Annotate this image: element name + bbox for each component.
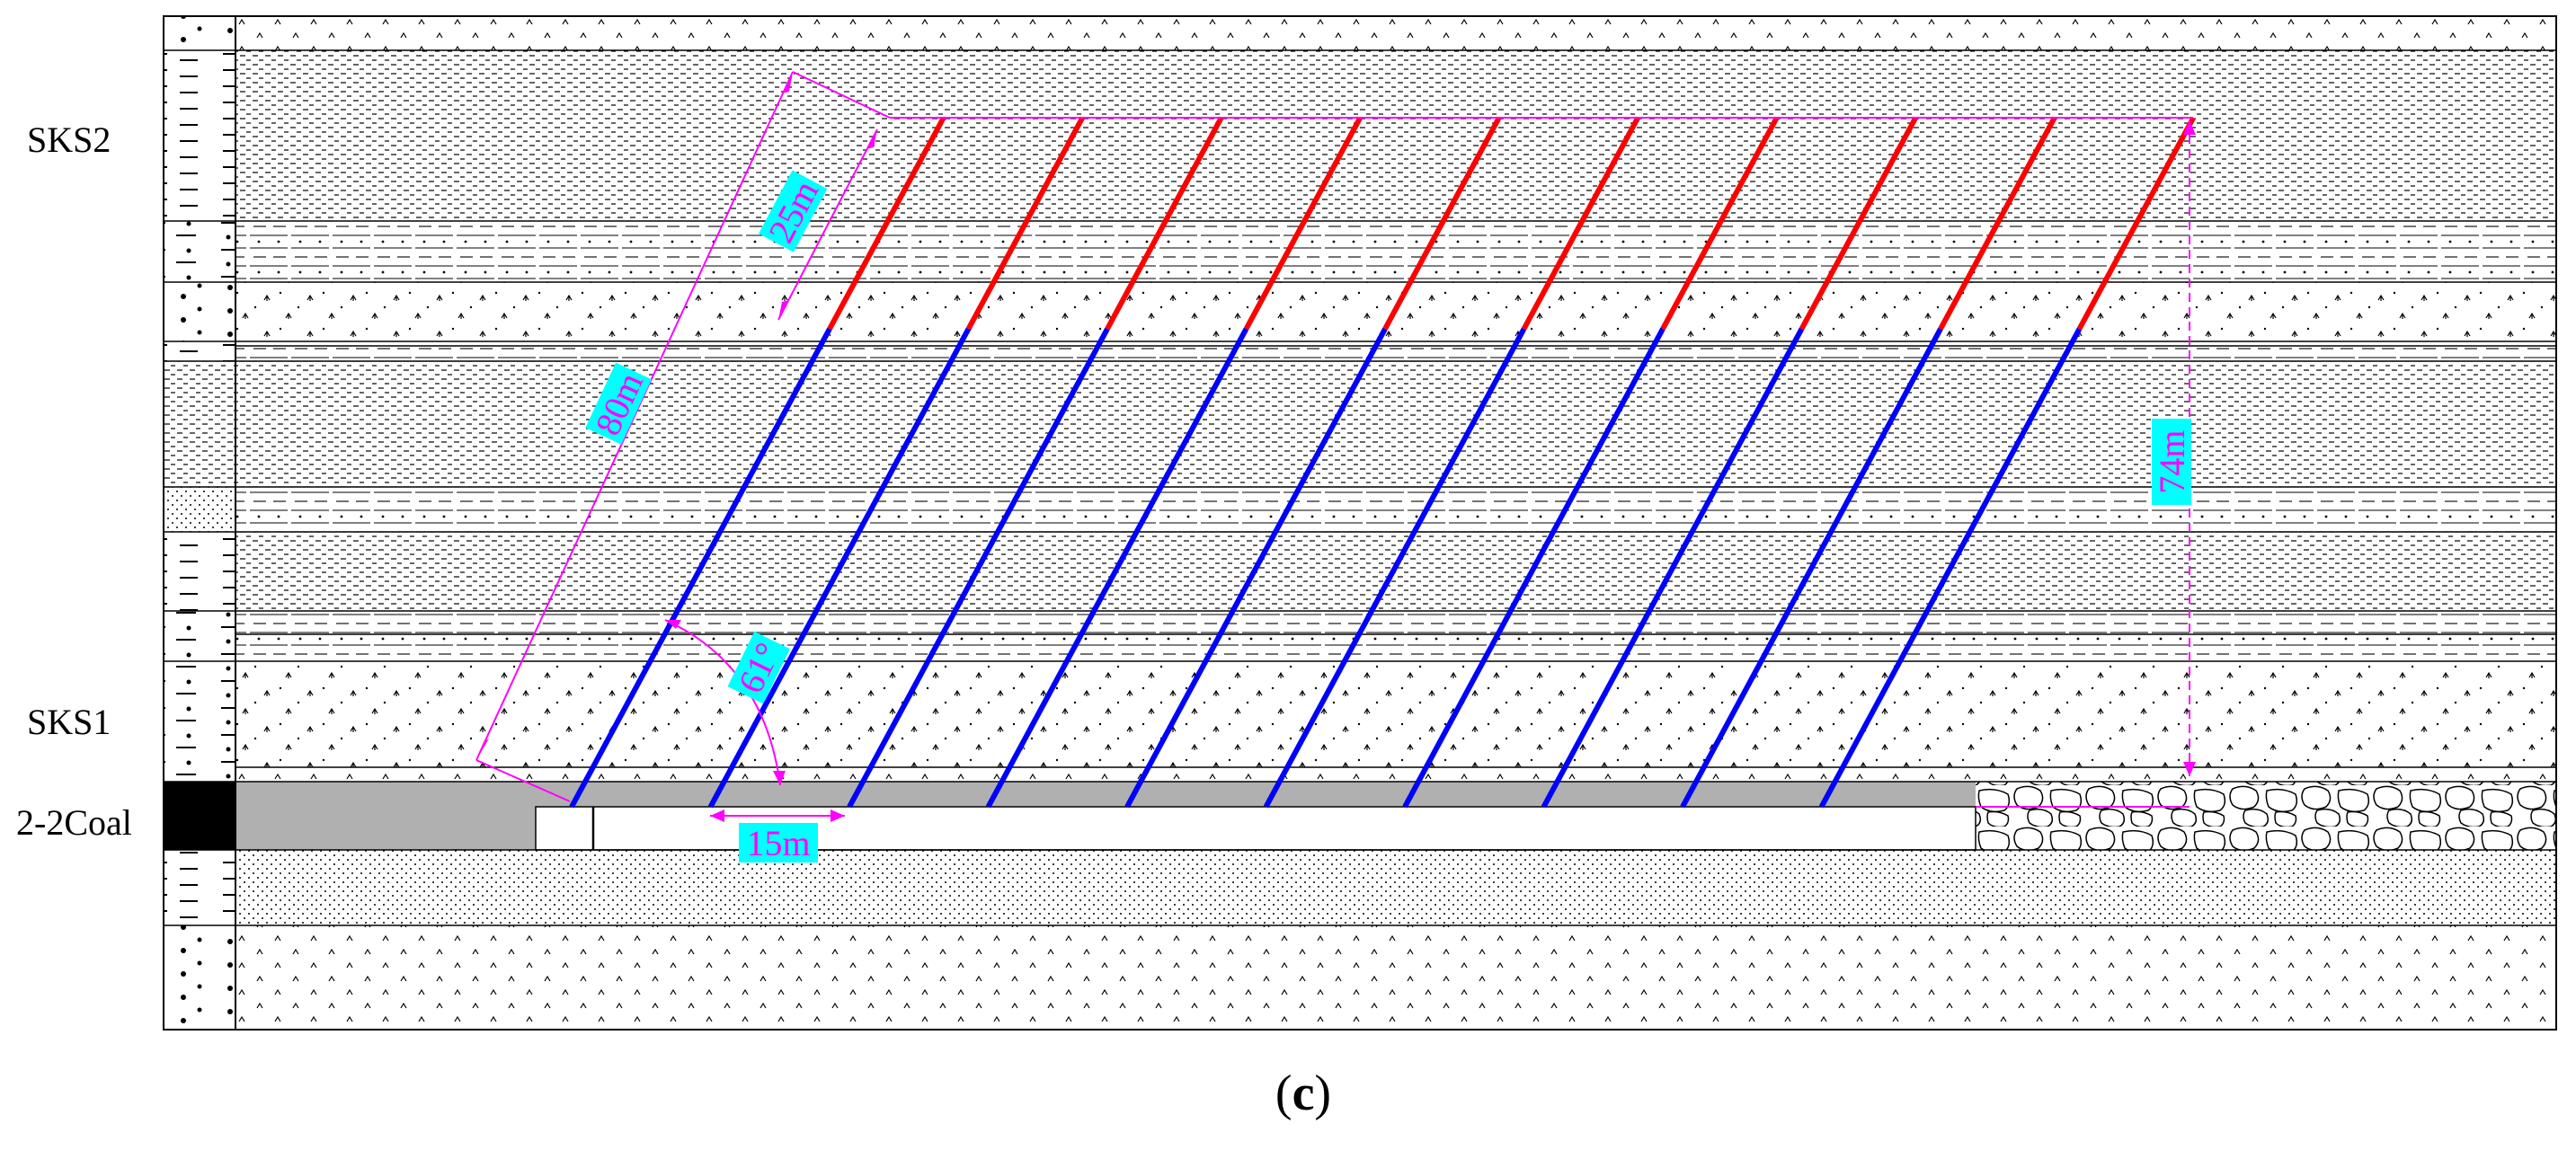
stratum-siltstone-thin (235, 341, 2556, 361)
borehole-1-lower-section (569, 327, 832, 809)
stratum-floor-sand (235, 925, 2556, 1030)
figure-caption: (c) (1213, 1065, 1393, 1122)
stratigraphic-column (164, 16, 235, 1030)
borehole-8-lower-section (1541, 327, 1805, 809)
borehole-8-upper-section (1799, 116, 1918, 331)
borehole-2-upper-section (965, 116, 1085, 331)
stratum-sandstone-lower (235, 661, 2556, 767)
borehole-7-lower-section (1402, 327, 1666, 809)
borehole-5-lower-section (1124, 327, 1388, 809)
stratum-label-sks1: SKS1 (27, 702, 111, 742)
spacing-label: 15m (746, 823, 810, 863)
coal-column (164, 782, 235, 850)
length-ext-top (792, 71, 891, 119)
borehole-6-lower-section (1263, 327, 1527, 809)
length-ext-bottom (475, 759, 571, 802)
section-frame (163, 15, 2557, 1031)
dimension-arrows (476, 72, 2196, 822)
borehole-3-lower-section (847, 327, 1110, 809)
caption-open: ( (1275, 1066, 1292, 1121)
caption-close: ) (1314, 1066, 1332, 1121)
borehole-2-lower-section (707, 327, 972, 809)
stratum-floor-fine (235, 850, 2556, 925)
stratum-mudstone-upper (235, 50, 2556, 221)
boreholes (569, 116, 2196, 809)
stratum-siltstone-upper (235, 221, 2556, 282)
borehole-10-lower-section (1818, 327, 2083, 809)
borehole-4-upper-section (1243, 116, 1363, 331)
stratum-label-sks2: SKS2 (27, 119, 111, 160)
borehole-9-lower-section (1680, 327, 1943, 809)
borehole-5-upper-section (1382, 116, 1502, 331)
borehole-4-lower-section (985, 327, 1249, 809)
borehole-6-upper-section (1521, 116, 1640, 331)
red-dim-line (777, 128, 878, 321)
stratum-label-coal: 2-2Coal (16, 802, 132, 843)
stratum-mudstone-middle (235, 361, 2556, 487)
borehole-9-upper-section (1938, 116, 2057, 331)
borehole-10-upper-section (2076, 116, 2196, 331)
gob-caved-zone (1976, 782, 2556, 850)
vertical-height-label: 74m (2152, 429, 2192, 493)
stratum-surface-sand (235, 16, 2556, 50)
stratum-sandstone-base (235, 767, 2556, 782)
borehole-1-upper-section (827, 116, 946, 331)
stratum-sandy-mud (235, 611, 2556, 661)
strata-layers (235, 16, 2556, 1030)
dimension-labels: 80m 25m 74m 15m 61° (585, 170, 2192, 863)
layer-boundaries (235, 49, 2556, 926)
borehole-7-upper-section (1660, 116, 1780, 331)
borehole-3-upper-section (1105, 116, 1224, 331)
caption-letter: c (1292, 1066, 1315, 1121)
